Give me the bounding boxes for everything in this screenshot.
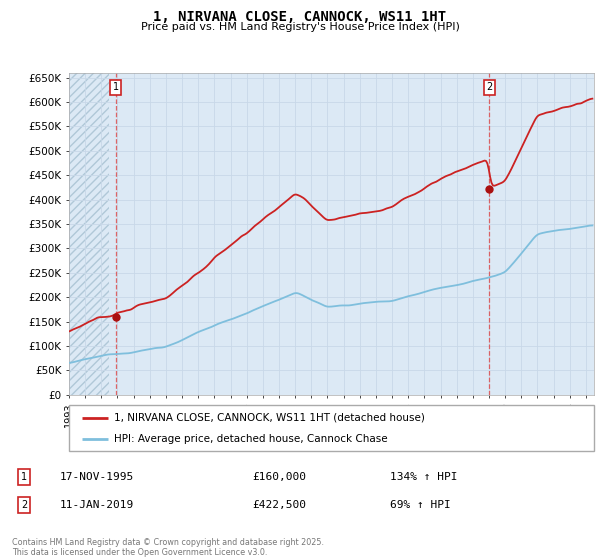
- Text: 1: 1: [112, 82, 119, 92]
- Text: 1, NIRVANA CLOSE, CANNOCK, WS11 1HT (detached house): 1, NIRVANA CLOSE, CANNOCK, WS11 1HT (det…: [113, 413, 425, 423]
- Text: £422,500: £422,500: [252, 500, 306, 510]
- Text: 2: 2: [487, 82, 493, 92]
- Text: 17-NOV-1995: 17-NOV-1995: [60, 472, 134, 482]
- FancyBboxPatch shape: [69, 405, 594, 451]
- Text: 1: 1: [21, 472, 27, 482]
- Text: 134% ↑ HPI: 134% ↑ HPI: [390, 472, 458, 482]
- Text: £160,000: £160,000: [252, 472, 306, 482]
- Text: HPI: Average price, detached house, Cannock Chase: HPI: Average price, detached house, Cann…: [113, 435, 387, 444]
- Text: 11-JAN-2019: 11-JAN-2019: [60, 500, 134, 510]
- Text: 2: 2: [21, 500, 27, 510]
- Text: Price paid vs. HM Land Registry's House Price Index (HPI): Price paid vs. HM Land Registry's House …: [140, 22, 460, 32]
- Text: Contains HM Land Registry data © Crown copyright and database right 2025.
This d: Contains HM Land Registry data © Crown c…: [12, 538, 324, 557]
- Text: 1, NIRVANA CLOSE, CANNOCK, WS11 1HT: 1, NIRVANA CLOSE, CANNOCK, WS11 1HT: [154, 10, 446, 24]
- Text: 69% ↑ HPI: 69% ↑ HPI: [390, 500, 451, 510]
